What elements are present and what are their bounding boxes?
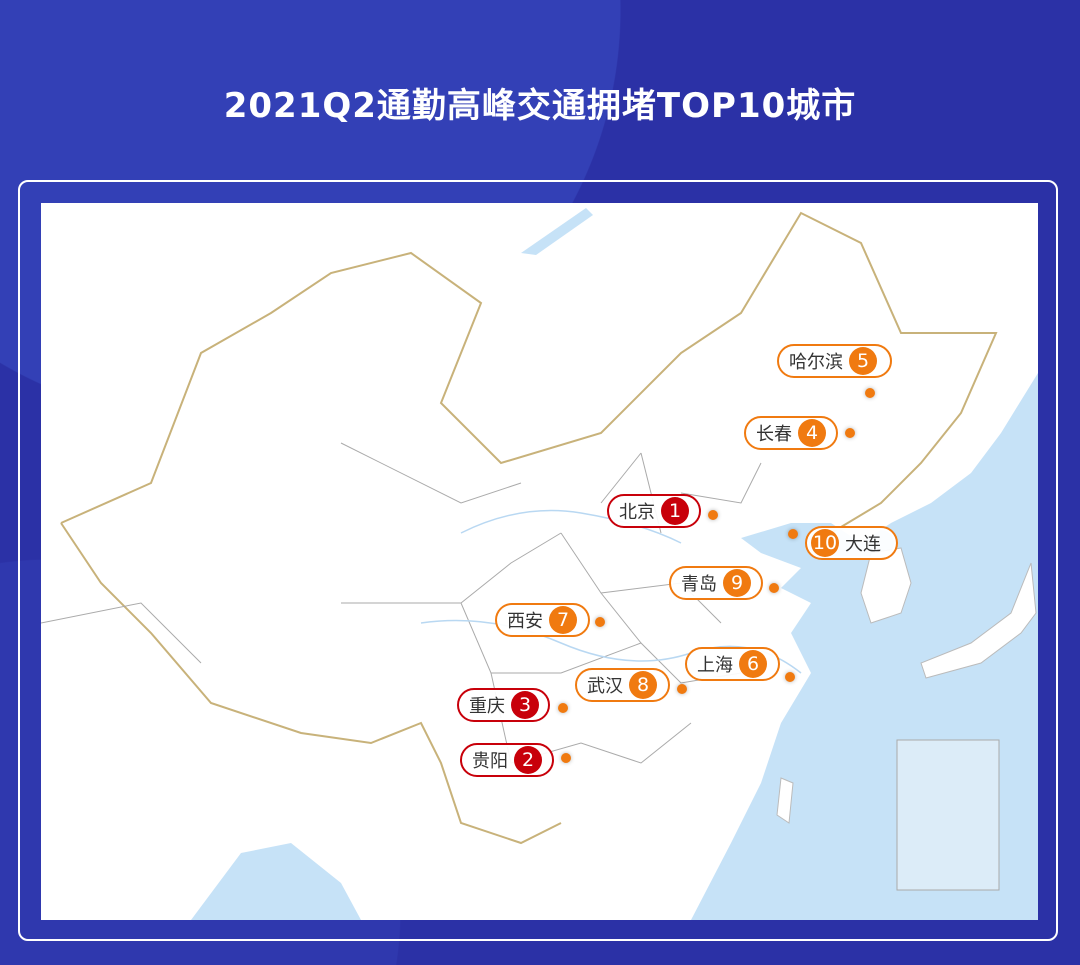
taiwan (776, 777, 794, 824)
city-dot[interactable] (558, 703, 568, 713)
city-name: 武汉 (587, 676, 623, 697)
rank-badge: 1 (661, 497, 689, 525)
page-title: 2021Q2通勤高峰交通拥堵TOP10城市 (223, 86, 857, 126)
china-border (60, 211, 998, 845)
city-name: 哈尔滨 (789, 352, 843, 373)
city-label[interactable]: 武汉 8 (575, 668, 670, 702)
city-name: 贵阳 (472, 751, 508, 772)
province-borders (41, 442, 762, 764)
rank-badge: 2 (514, 746, 542, 774)
city-name: 北京 (619, 502, 655, 523)
city-dot[interactable] (865, 388, 875, 398)
rank-badge: 5 (849, 347, 877, 375)
city-dot[interactable] (677, 684, 687, 694)
city-dot[interactable] (708, 510, 718, 520)
lake-baikal (521, 208, 593, 255)
rank-badge: 9 (723, 569, 751, 597)
map-base (41, 208, 1038, 920)
china-map[interactable]: 北京 1 贵阳 2 重庆 3 长春 4 哈尔滨 5 上海 6 西安 7 武汉 8 青岛 9 10 大连 (41, 203, 1038, 920)
city-name: 上海 (697, 655, 733, 676)
city-label[interactable]: 重庆 3 (457, 688, 550, 722)
city-dot[interactable] (845, 428, 855, 438)
rank-badge: 8 (629, 671, 657, 699)
city-label[interactable]: 长春 4 (744, 416, 838, 450)
city-name: 青岛 (681, 574, 717, 595)
rank-badge: 3 (511, 691, 539, 719)
south-china-sea-inset (896, 739, 1000, 891)
city-name: 重庆 (469, 696, 505, 717)
rank-badge: 4 (798, 419, 826, 447)
rank-badge: 7 (549, 606, 577, 634)
map-frame (18, 180, 1058, 941)
city-name: 西安 (507, 611, 543, 632)
city-dot[interactable] (561, 753, 571, 763)
city-label[interactable]: 青岛 9 (669, 566, 763, 600)
city-name: 长春 (756, 424, 792, 445)
rank-badge: 10 (811, 529, 839, 557)
city-label[interactable]: 西安 7 (495, 603, 590, 637)
city-label[interactable]: 上海 6 (685, 647, 780, 681)
rank-badge: 6 (739, 650, 767, 678)
city-dot[interactable] (785, 672, 795, 682)
city-label[interactable]: 北京 1 (607, 494, 701, 528)
city-dot[interactable] (769, 583, 779, 593)
city-name: 大连 (845, 534, 881, 555)
japan (920, 562, 1037, 679)
city-label[interactable]: 10 大连 (805, 526, 898, 560)
bay-of-bengal (191, 843, 361, 920)
city-label[interactable]: 贵阳 2 (460, 743, 554, 777)
city-dot[interactable] (595, 617, 605, 627)
city-label[interactable]: 哈尔滨 5 (777, 344, 892, 378)
korea-peninsula (860, 547, 912, 624)
city-dot[interactable] (788, 529, 798, 539)
